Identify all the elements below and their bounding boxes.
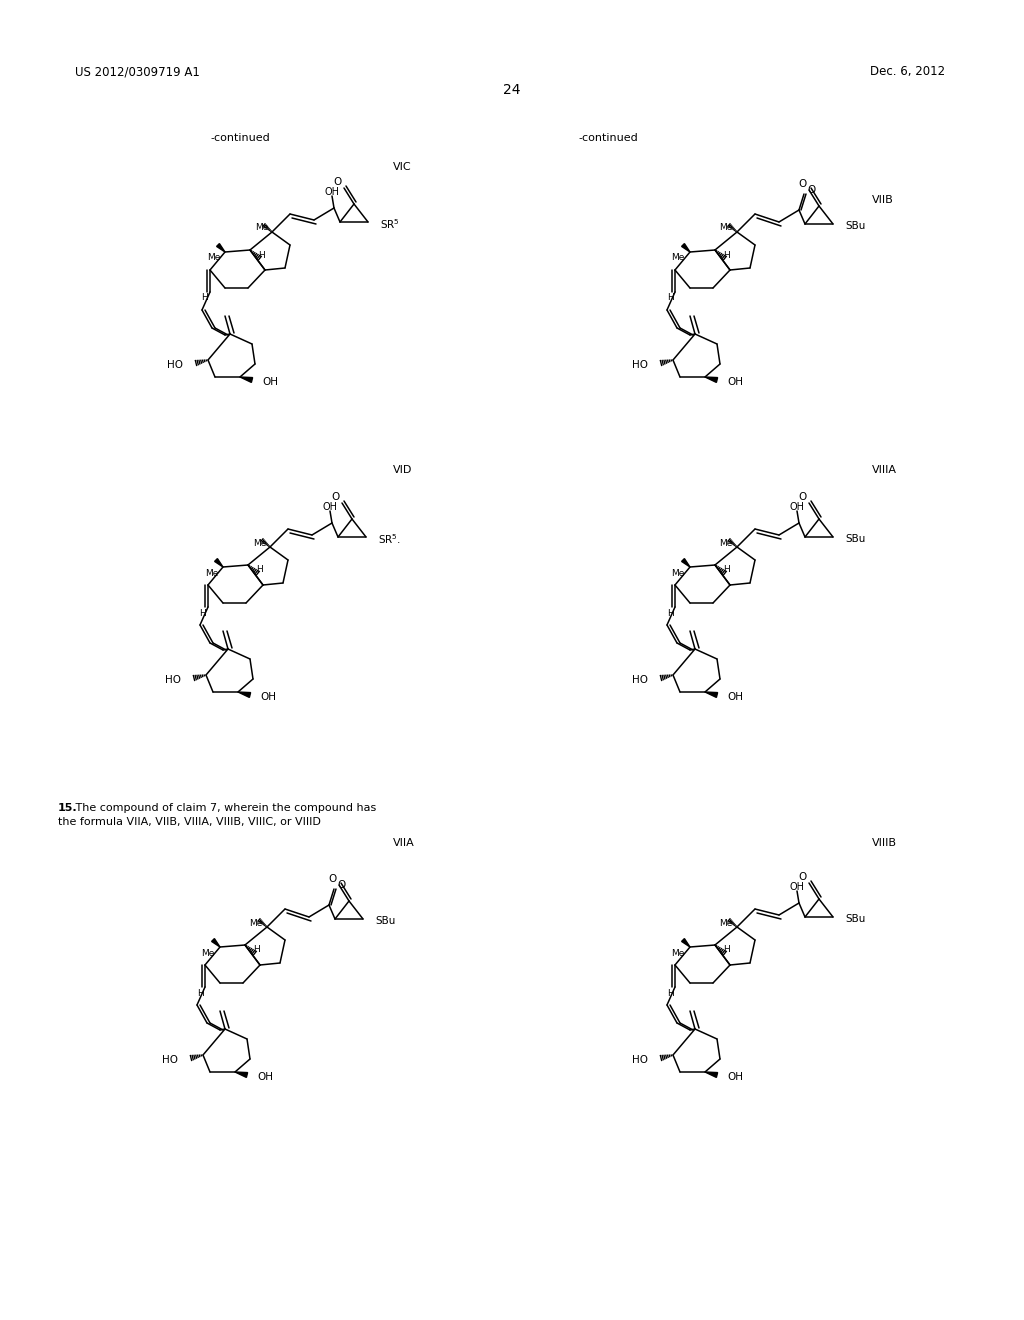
Text: VIIIB: VIIIB	[872, 838, 897, 847]
Text: Me: Me	[255, 223, 268, 232]
Text: H: H	[723, 945, 730, 954]
Polygon shape	[217, 244, 225, 252]
Text: VIIA: VIIA	[393, 838, 415, 847]
Text: HO: HO	[632, 1055, 648, 1065]
Text: O: O	[807, 185, 815, 195]
Text: VIC: VIC	[393, 162, 412, 172]
Text: SBu: SBu	[845, 913, 865, 924]
Text: Dec. 6, 2012: Dec. 6, 2012	[870, 66, 945, 78]
Text: HO: HO	[162, 1055, 178, 1065]
Text: Me: Me	[205, 569, 218, 578]
Text: HO: HO	[165, 675, 181, 685]
Polygon shape	[705, 692, 718, 697]
Text: -continued: -continued	[579, 133, 638, 143]
Text: OH: OH	[323, 502, 338, 512]
Text: SR$^5$.: SR$^5$.	[378, 532, 401, 546]
Polygon shape	[212, 939, 220, 946]
Text: Me: Me	[720, 539, 733, 548]
Text: Me: Me	[207, 253, 220, 263]
Text: H: H	[253, 945, 260, 954]
Text: -continued: -continued	[210, 133, 270, 143]
Text: H: H	[200, 609, 207, 618]
Text: H: H	[197, 989, 204, 998]
Text: O: O	[799, 180, 807, 189]
Polygon shape	[682, 939, 690, 946]
Text: OH: OH	[727, 378, 743, 387]
Text: 15.: 15.	[58, 803, 78, 813]
Polygon shape	[682, 558, 690, 568]
Text: Me: Me	[672, 569, 685, 578]
Text: Me: Me	[253, 539, 266, 548]
Text: US 2012/0309719 A1: US 2012/0309719 A1	[75, 66, 200, 78]
Text: HO: HO	[632, 360, 648, 370]
Text: Me: Me	[672, 253, 685, 263]
Text: OH: OH	[790, 882, 805, 892]
Text: O: O	[799, 873, 807, 882]
Text: H: H	[667, 609, 674, 618]
Text: O: O	[337, 880, 345, 890]
Text: 24: 24	[503, 83, 521, 96]
Text: SBu: SBu	[845, 535, 865, 544]
Polygon shape	[705, 378, 718, 383]
Text: O: O	[332, 492, 340, 502]
Text: SBu: SBu	[845, 220, 865, 231]
Text: OH: OH	[257, 1072, 273, 1082]
Text: O: O	[329, 874, 337, 884]
Polygon shape	[705, 1072, 718, 1077]
Text: Me: Me	[720, 919, 733, 928]
Text: O: O	[334, 177, 342, 187]
Polygon shape	[215, 558, 223, 568]
Text: OH: OH	[790, 502, 805, 512]
Text: OH: OH	[727, 692, 743, 702]
Text: OH: OH	[727, 1072, 743, 1082]
Text: The compound of claim 7, wherein the compound has: The compound of claim 7, wherein the com…	[72, 803, 376, 813]
Polygon shape	[234, 1072, 248, 1077]
Text: H: H	[258, 251, 265, 260]
Polygon shape	[240, 378, 253, 383]
Polygon shape	[238, 692, 251, 697]
Text: Me: Me	[250, 919, 263, 928]
Text: the formula VIIA, VIIB, VIIIA, VIIIB, VIIIC, or VIIID: the formula VIIA, VIIB, VIIIA, VIIIB, VI…	[58, 817, 321, 828]
Text: O: O	[799, 492, 807, 502]
Text: OH: OH	[260, 692, 276, 702]
Text: H: H	[723, 565, 730, 574]
Text: Me: Me	[672, 949, 685, 957]
Text: H: H	[202, 293, 208, 302]
Text: VIIIA: VIIIA	[872, 465, 897, 475]
Text: Me: Me	[720, 223, 733, 232]
Text: OH: OH	[262, 378, 278, 387]
Text: SBu: SBu	[375, 916, 395, 927]
Text: SR$^5$: SR$^5$	[380, 216, 399, 231]
Text: H: H	[667, 293, 674, 302]
Text: HO: HO	[167, 360, 183, 370]
Text: H: H	[256, 565, 263, 574]
Text: HO: HO	[632, 675, 648, 685]
Text: VID: VID	[393, 465, 413, 475]
Text: OH: OH	[325, 187, 340, 197]
Text: H: H	[667, 989, 674, 998]
Text: Me: Me	[202, 949, 215, 957]
Text: VIIB: VIIB	[872, 195, 894, 205]
Text: H: H	[723, 251, 730, 260]
Polygon shape	[682, 244, 690, 252]
